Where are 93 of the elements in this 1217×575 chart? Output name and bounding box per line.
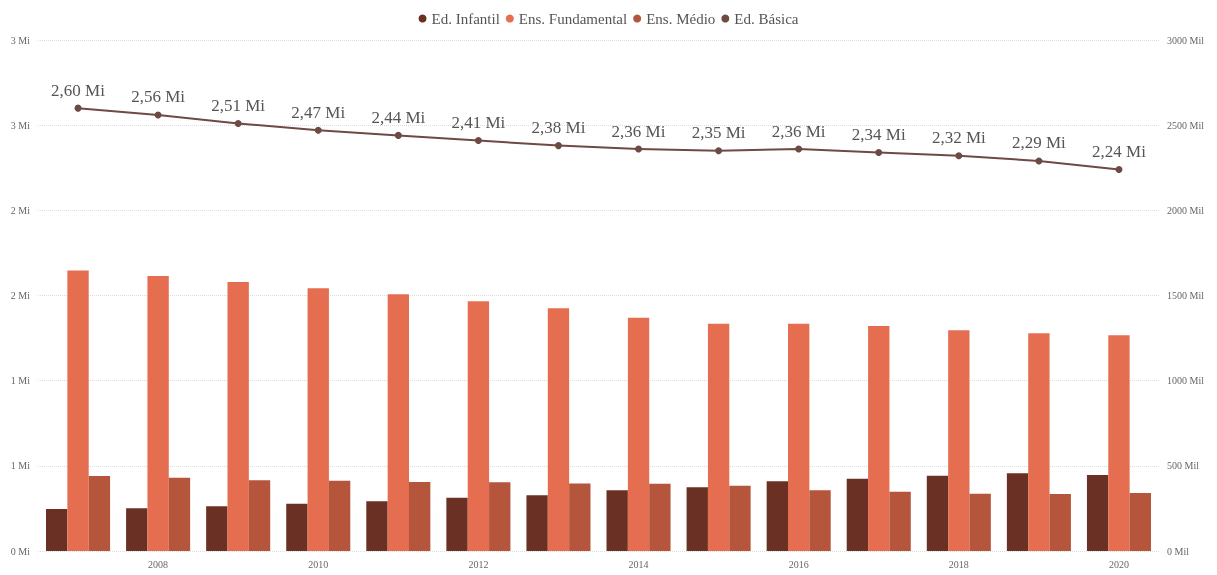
bar (307, 288, 329, 551)
x-tick-label: 2014 (628, 558, 649, 570)
bar (868, 325, 890, 551)
point (474, 137, 482, 144)
bar (489, 482, 511, 551)
y2-tick-label: 1000 Mil (1167, 375, 1205, 387)
legend-label: Ens. Fundamental (518, 10, 628, 27)
bar (526, 495, 548, 551)
bar (948, 330, 970, 551)
bar (88, 475, 111, 551)
data-label: 2,38 Mi (531, 118, 586, 138)
bar (606, 490, 628, 551)
legend-label: Ed. Infantil (431, 10, 500, 27)
point (875, 148, 883, 156)
y2-tick-label: 2000 Mil (1167, 204, 1205, 216)
bar (809, 490, 831, 551)
y-tick-label: 2 Mi (10, 290, 31, 301)
point (554, 142, 562, 150)
data-label: 2,41 Mi (451, 113, 506, 132)
y2-tick-label: 3000 Mil (1167, 34, 1205, 46)
bar (707, 323, 730, 551)
bar (627, 317, 650, 551)
bar (649, 483, 671, 551)
point (314, 126, 322, 134)
data-label: 2,34 Mi (851, 124, 906, 144)
bar (168, 477, 191, 551)
bar (67, 270, 89, 551)
bar (366, 501, 388, 551)
point (715, 147, 723, 155)
bar (1086, 475, 1109, 551)
bar (686, 487, 708, 551)
point (1035, 157, 1043, 165)
x-tick-label: 2018 (948, 558, 969, 570)
data-label: 2,36 Mi (611, 121, 666, 141)
point (635, 145, 643, 153)
data-label: 2,51 Mi (211, 95, 266, 115)
point (955, 152, 963, 160)
point (1115, 165, 1123, 173)
bar (729, 485, 751, 551)
x-tick-label: 2008 (148, 558, 169, 570)
bar (467, 301, 490, 551)
y2-tick-label: 500 Mil (1167, 460, 1200, 472)
point (234, 119, 242, 127)
legend-label: Ed. Básica (734, 10, 799, 27)
y2-tick-label: 0 Mil (1167, 545, 1190, 557)
bar (547, 308, 570, 551)
data-label: 2,29 Mi (1011, 133, 1067, 153)
bar (1049, 494, 1071, 551)
data-label: 2,44 Mi (371, 107, 426, 127)
bar (126, 508, 148, 551)
data-label: 2,24 Mi (1092, 141, 1147, 161)
point (394, 131, 402, 139)
data-label: 2,56 Mi (131, 87, 186, 107)
bar (248, 480, 271, 551)
bar (227, 282, 249, 551)
legend-label: Ens. Médio (646, 10, 716, 27)
bar (387, 294, 409, 551)
bar (569, 483, 591, 551)
y-tick-label: 3 Mi (10, 119, 31, 131)
bar (788, 323, 810, 551)
y2-tick-label: 2500 Mil (1167, 119, 1205, 131)
y-tick-label: 1 Mi (10, 460, 31, 472)
bar (1006, 473, 1029, 551)
data-label: 2,35 Mi (691, 123, 746, 143)
point (795, 145, 803, 153)
y-tick-label: 0 Mi (10, 545, 31, 557)
bar (409, 482, 431, 551)
bar (1129, 492, 1151, 551)
bar (926, 475, 949, 551)
data-label: 2,47 Mi (291, 102, 346, 122)
y2-tick-label: 1500 Mil (1167, 290, 1205, 301)
bar (147, 275, 169, 551)
x-tick-label: 2010 (308, 558, 329, 570)
bar (766, 481, 788, 551)
x-tick-label: 2012 (468, 558, 489, 570)
bar (286, 503, 308, 551)
data-label: 2,36 Mi (771, 121, 826, 141)
bar (46, 508, 68, 551)
y-tick-label: 1 Mi (10, 375, 31, 387)
bar (1028, 333, 1050, 551)
y-tick-label: 2 Mi (10, 204, 31, 216)
bar (1108, 335, 1130, 551)
y-tick-label: 3 Mi (10, 34, 31, 46)
bar (846, 478, 869, 551)
x-tick-label: 2020 (1108, 558, 1129, 570)
bar (446, 497, 468, 551)
x-tick-label: 2016 (788, 558, 809, 570)
bar (206, 506, 228, 551)
bar (889, 491, 911, 551)
bar (328, 480, 351, 551)
bar (969, 493, 991, 551)
data-label: 2,32 Mi (931, 128, 987, 148)
data-label: 2,60 Mi (51, 80, 106, 100)
